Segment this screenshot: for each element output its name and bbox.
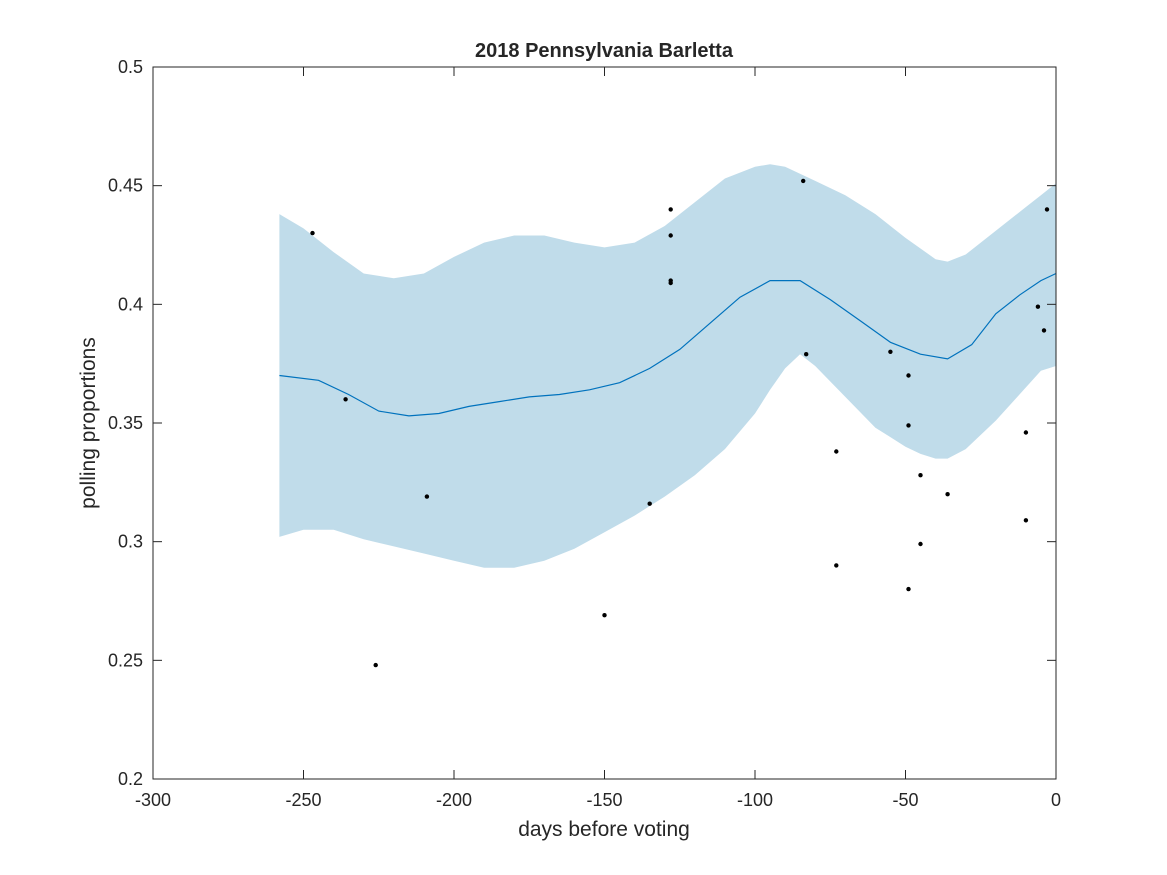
data-point xyxy=(310,230,315,236)
data-point xyxy=(801,178,806,184)
x-tick-label: -100 xyxy=(737,790,773,810)
chart-title: 2018 Pennsylvania Barletta xyxy=(475,40,734,62)
data-point xyxy=(888,349,893,354)
data-point xyxy=(1023,430,1029,435)
x-axis-label: days before voting xyxy=(518,818,690,841)
data-point xyxy=(373,662,378,668)
data-point xyxy=(906,373,911,378)
x-tick-label: -50 xyxy=(892,790,918,810)
y-axis-label: polling proportions xyxy=(77,337,100,509)
y-tick-label: 0.3 xyxy=(118,532,143,552)
data-point xyxy=(906,586,911,592)
data-point xyxy=(834,563,839,568)
y-tick-label: 0.25 xyxy=(108,650,143,670)
data-point xyxy=(647,501,652,506)
y-tick-label: 0.45 xyxy=(108,176,143,196)
data-point xyxy=(906,423,911,428)
data-point xyxy=(668,207,673,212)
confidence-band xyxy=(279,164,1056,568)
data-point xyxy=(945,492,950,497)
data-point xyxy=(668,280,673,286)
data-point xyxy=(1044,207,1050,212)
y-tick-label: 0.5 xyxy=(118,57,143,77)
x-tick-label: -200 xyxy=(436,790,472,810)
data-point xyxy=(668,233,673,238)
y-tick-labels: 0.2 0.25 0.3 0.35 0.4 0.45 0.5 xyxy=(108,57,143,789)
data-point xyxy=(918,473,923,478)
x-tick-label: -150 xyxy=(586,790,622,810)
data-point xyxy=(343,397,348,402)
x-tick-labels: -300 -250 -200 -150 -100 -50 0 xyxy=(135,790,1061,810)
y-tick-label: 0.35 xyxy=(108,413,143,433)
x-tick-label: -250 xyxy=(285,790,321,810)
data-points xyxy=(310,178,1050,668)
y-tick-label: 0.4 xyxy=(118,294,143,314)
y-tick-label: 0.2 xyxy=(118,769,143,789)
data-point xyxy=(602,613,607,618)
data-point xyxy=(1035,304,1041,309)
data-point xyxy=(804,352,809,357)
x-tick-label: -300 xyxy=(135,790,171,810)
tick-marks xyxy=(152,66,1057,780)
data-point xyxy=(918,541,923,547)
data-point xyxy=(424,494,430,499)
data-point xyxy=(1041,328,1047,333)
x-tick-label: 0 xyxy=(1051,790,1061,810)
data-point xyxy=(834,449,839,454)
trend-line xyxy=(279,272,1057,417)
data-point xyxy=(1023,518,1029,523)
